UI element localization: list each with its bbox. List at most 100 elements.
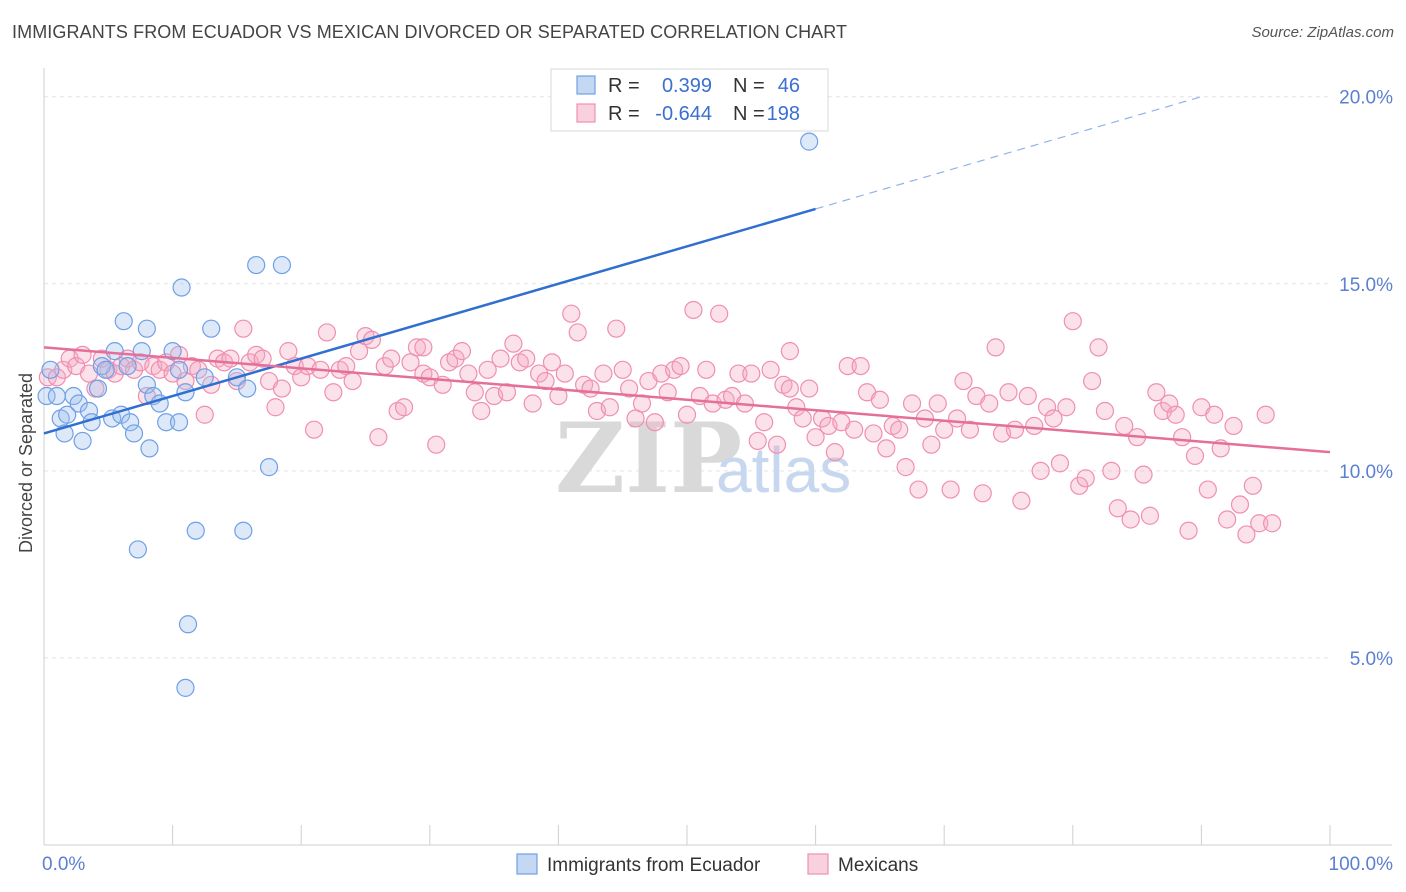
- mexicans-point-24: [195, 405, 214, 424]
- mexicans-point-68: [478, 360, 497, 379]
- mexicans-point-175: [1166, 405, 1185, 424]
- y-tick-labels: 5.0% 10.0% 15.0% 20.0%: [1339, 88, 1393, 670]
- bottom-legend-swatch-ecuador: [516, 853, 538, 875]
- ecuador-point-33: [202, 319, 221, 338]
- ecuador-point-19: [124, 424, 144, 443]
- mexicans-point-134: [902, 394, 922, 413]
- mexicans-point-150: [1005, 420, 1025, 439]
- mexicans-point-56: [401, 353, 420, 372]
- mexicans-point-177: [1179, 521, 1198, 540]
- mexicans-point-77: [536, 371, 555, 391]
- mexicans-point-70: [491, 349, 510, 368]
- ecuador-point-42: [186, 521, 205, 540]
- mexicans-point-98: [671, 356, 690, 376]
- mexicans-point-157: [1050, 454, 1070, 473]
- mexicans-point-180: [1198, 480, 1217, 499]
- legend-r-value-ecuador: 0.399: [662, 75, 712, 97]
- mexicans-point-138: [928, 394, 947, 413]
- ecuador-point-44: [800, 132, 819, 151]
- mexicans-point-172: [1147, 383, 1166, 402]
- legend-n-value-ecuador: 46: [778, 75, 800, 97]
- mexicans-point-113: [767, 435, 787, 454]
- mexicans-point-160: [1070, 476, 1089, 495]
- source-label: Source: ZipAtlas.com: [1251, 24, 1394, 41]
- mexicans-point-133: [896, 458, 915, 477]
- ecuador-point-31: [169, 413, 189, 432]
- mexicans-point-53: [382, 349, 401, 368]
- mexicans-point-135: [909, 480, 928, 499]
- y-tick-label-2: 15.0%: [1339, 275, 1393, 296]
- ecuador-point-38: [272, 255, 292, 275]
- mexicans-point-36: [272, 379, 292, 398]
- ecuador-point-11: [88, 379, 108, 398]
- bottom-legend-swatch-mexicans: [807, 853, 829, 875]
- mexicans-point-191: [780, 342, 799, 361]
- mexicans-point-43: [317, 323, 337, 342]
- mexicans-point-64: [452, 342, 472, 361]
- mexicans-point-178: [1185, 446, 1205, 465]
- mexicans-point-164: [1095, 401, 1115, 421]
- mexicans-point-104: [710, 304, 729, 323]
- mexicans-point-90: [620, 379, 639, 398]
- ecuador-point-41: [178, 615, 198, 634]
- mexicans-point-86: [594, 364, 613, 383]
- mexicans-point-115: [780, 379, 799, 398]
- mexicans-point-89: [613, 360, 632, 379]
- mexicans-point-65: [459, 364, 478, 383]
- mexicans-point-94: [645, 413, 664, 432]
- ecuador-point-17: [114, 312, 133, 331]
- mexicans-point-60: [427, 435, 446, 454]
- y-axis-label: Divorced or Separated: [16, 373, 36, 553]
- mexicans-point-111: [755, 413, 774, 432]
- mexicans-point-161: [1076, 469, 1095, 488]
- mexicans-point-190: [1263, 514, 1282, 533]
- mexicans-point-124: [838, 356, 857, 376]
- mexicans-point-143: [960, 420, 980, 439]
- mexicans-point-37: [279, 342, 298, 361]
- mexicans-point-1: [47, 368, 66, 387]
- mexicans-point-35: [266, 398, 285, 417]
- legend-box: R = 0.399 N = 46 R = -0.644 N = 198: [550, 68, 829, 132]
- ecuador-point-1: [41, 360, 60, 379]
- mexicans-point-174: [1160, 394, 1179, 413]
- mexicans-point-145: [973, 484, 992, 503]
- mexicans-point-74: [517, 349, 536, 368]
- mexicans-point-55: [394, 398, 414, 417]
- ecuador-point-7: [69, 394, 88, 413]
- mexicans-point-79: [549, 386, 568, 406]
- mexicans-point-110: [748, 431, 767, 451]
- mexicans-point-189: [1256, 405, 1275, 424]
- mexicans-point-117: [793, 409, 812, 428]
- ecuador-point-0: [37, 386, 56, 406]
- mexicans-point-67: [472, 401, 491, 421]
- ecuador-point-40: [176, 678, 195, 697]
- mexicans-point-84: [581, 379, 600, 398]
- mexicans-point-163: [1089, 338, 1108, 357]
- mexicans-point-109: [742, 364, 761, 383]
- y-tick-label-0: 5.0%: [1350, 649, 1393, 670]
- mexicans-point-91: [626, 409, 645, 428]
- mexicans-point-87: [600, 398, 619, 417]
- mexicans-point-72: [504, 334, 523, 353]
- legend-swatch-ecuador: [576, 75, 596, 95]
- mexicans-point-82: [568, 323, 587, 342]
- mexicans-point-78: [542, 353, 562, 372]
- mexicans-point-166: [1108, 499, 1127, 518]
- chart-title: IMMIGRANTS FROM ECUADOR VS MEXICAN DIVOR…: [12, 22, 848, 42]
- mexicans-point-188: [1250, 514, 1269, 533]
- mexicans-point-96: [658, 383, 677, 402]
- mexicans-point-46: [337, 356, 356, 376]
- mexicans-point-41: [304, 420, 324, 439]
- mexicans-point-149: [999, 383, 1018, 402]
- mexicans-point-63: [446, 349, 465, 368]
- mexicans-point-155: [1037, 398, 1057, 417]
- mexicans-point-33: [253, 349, 272, 368]
- trend-line-ecuador: [43, 207, 816, 435]
- mexicans-point-153: [1025, 416, 1044, 436]
- mexicans-point-112: [761, 360, 780, 379]
- x-tick-labels: 0.0% 100.0%: [42, 854, 1393, 875]
- ecuador-point-29: [169, 360, 189, 379]
- legend-r-label-mexicans: R =: [608, 103, 640, 125]
- mexicans-point-140: [941, 480, 960, 499]
